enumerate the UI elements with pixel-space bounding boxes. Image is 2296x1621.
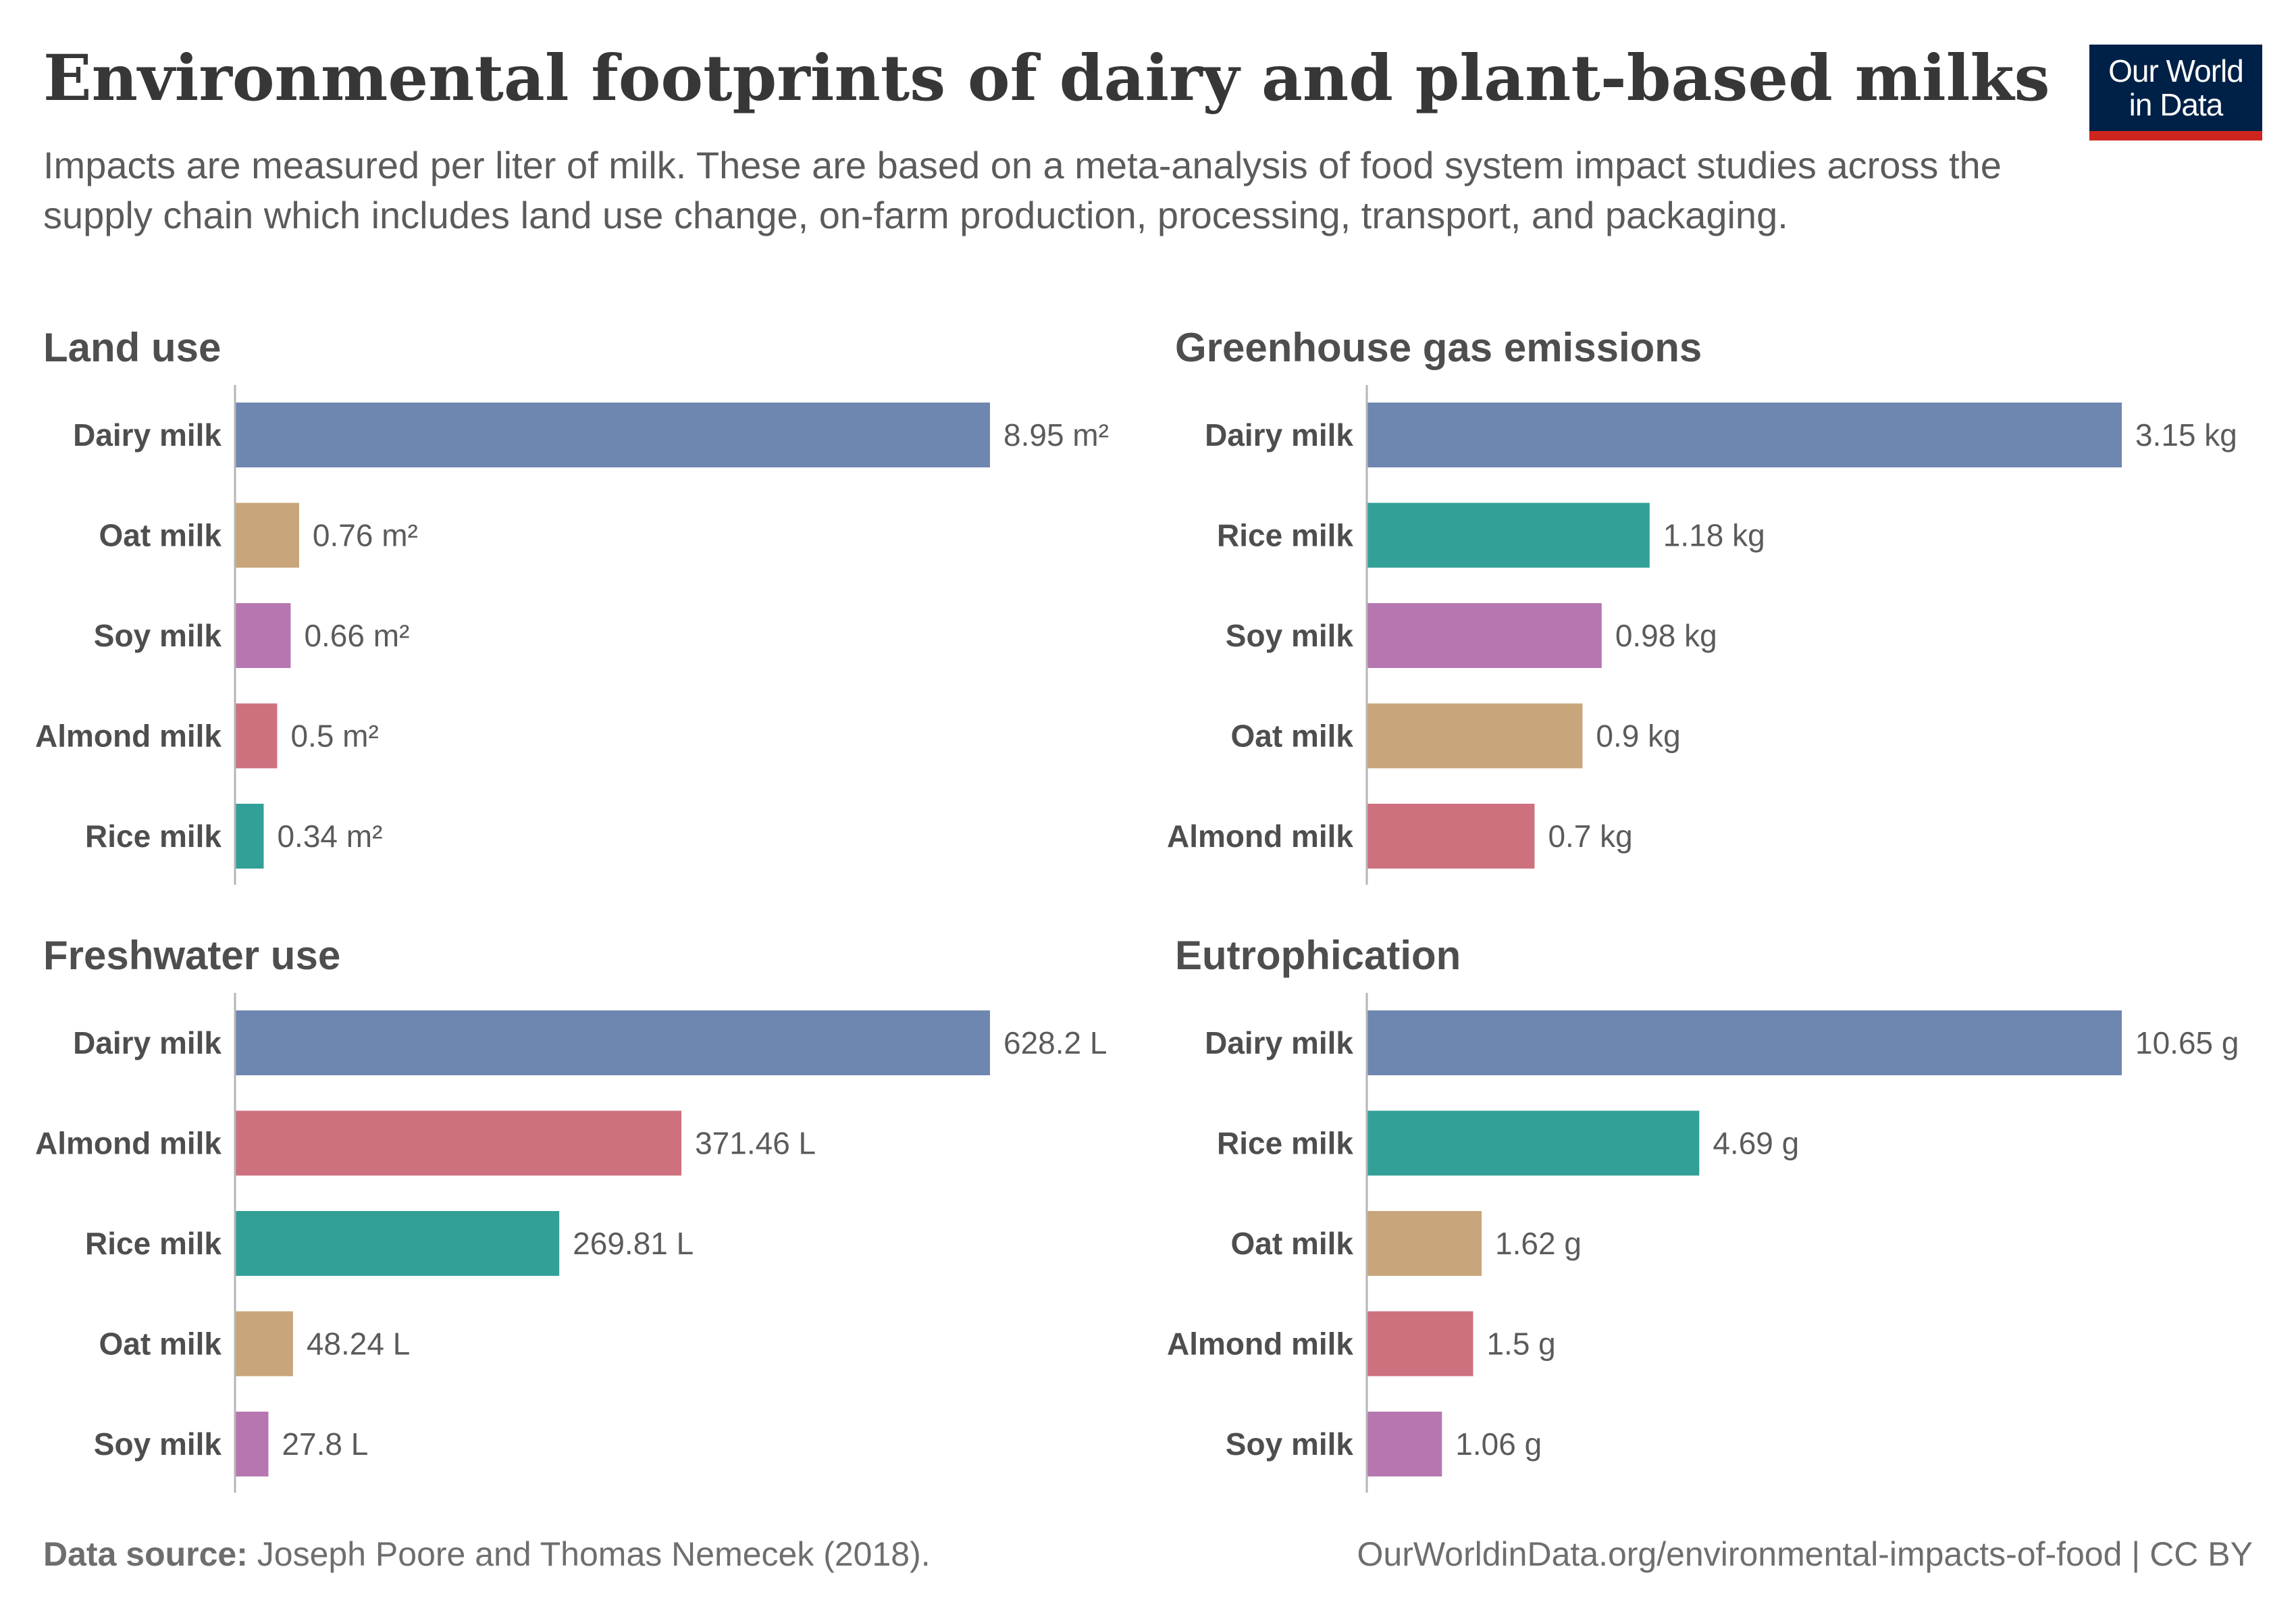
bar[interactable]: [235, 603, 291, 668]
bar[interactable]: [235, 1412, 269, 1476]
panel-freshwater-use: Freshwater use Dairy milk 628.2 L Almond m…: [0, 932, 1148, 1499]
chart-title: Environmental footprints of dairy and pl…: [43, 41, 2050, 115]
bar[interactable]: [235, 1010, 990, 1075]
value-label: 0.34 m²: [277, 819, 382, 854]
data-source: Data source: Joseph Poore and Thomas Nem…: [43, 1535, 931, 1574]
category-label: Soy milk: [1226, 618, 1354, 653]
panel-eutrophication: Eutrophication Dairy milk 10.65 g Rice mil…: [1132, 932, 2280, 1499]
bar[interactable]: [1367, 403, 2122, 467]
value-label: 3.15 kg: [2135, 417, 2237, 453]
category-label: Almond milk: [35, 719, 221, 754]
bar[interactable]: [235, 703, 278, 769]
chart-subtitle: Impacts are measured per liter of milk. …: [43, 144, 2002, 236]
value-label: 1.62 g: [1495, 1226, 1582, 1261]
bar[interactable]: [235, 403, 990, 467]
panel-land-use: Land use Dairy milk 8.95 m² Oat milk 0.76 m…: [0, 324, 1148, 892]
category-label: Almond milk: [35, 1126, 221, 1161]
bar-chart: Dairy milk 10.65 g Rice milk 4.69 g Oat milk…: [1167, 993, 2239, 1493]
bar-chart: Dairy milk 8.95 m² Oat milk 0.76 m² Soy milk…: [35, 385, 1109, 885]
category-label: Rice milk: [85, 819, 221, 854]
bar[interactable]: [1367, 1211, 1482, 1276]
value-label: 269.81 L: [573, 1226, 694, 1261]
data-source-text[interactable]: Joseph Poore and Thomas Nemecek (2018).: [257, 1535, 931, 1573]
value-label: 1.5 g: [1486, 1327, 1555, 1362]
value-label: 1.06 g: [1455, 1426, 1542, 1462]
category-label: Rice milk: [85, 1226, 221, 1261]
category-label: Dairy milk: [1205, 1025, 1353, 1060]
category-label: Rice milk: [1217, 1126, 1353, 1161]
panel-title: Greenhouse gas emissions: [1175, 325, 1702, 370]
value-label: 27.8 L: [282, 1426, 368, 1462]
value-label: 48.24 L: [307, 1327, 410, 1362]
panel-greenhouse-gas-emissions: Greenhouse gas emissions Dairy milk 3.15 …: [1132, 324, 2280, 892]
category-label: Rice milk: [1217, 518, 1353, 553]
bar[interactable]: [1367, 703, 1583, 769]
category-label: Soy milk: [94, 618, 222, 653]
value-label: 0.66 m²: [304, 618, 409, 653]
url-license[interactable]: OurWorldinData.org/environmental-impacts…: [1357, 1535, 2253, 1573]
bar[interactable]: [235, 804, 264, 869]
bar[interactable]: [235, 1311, 293, 1376]
panel-title: Land use: [43, 325, 221, 370]
category-label: Oat milk: [1230, 719, 1353, 754]
value-label: 8.95 m²: [1003, 417, 1109, 453]
value-label: 0.7 kg: [1548, 819, 1632, 854]
bar[interactable]: [1367, 1010, 2122, 1075]
bar[interactable]: [1367, 1412, 1442, 1476]
bar[interactable]: [235, 1110, 682, 1176]
logo-line-2: in Data: [2129, 87, 2224, 122]
bar-chart: Dairy milk 3.15 kg Rice milk 1.18 kg Soy mil…: [1167, 385, 2237, 885]
bar-chart: Dairy milk 628.2 L Almond milk 371.46 L Rice…: [35, 993, 1107, 1493]
value-label: 0.5 m²: [290, 719, 378, 754]
category-label: Soy milk: [94, 1426, 222, 1462]
data-source-label: Data source:: [43, 1535, 248, 1573]
bar[interactable]: [1367, 1110, 1700, 1176]
value-label: 628.2 L: [1003, 1025, 1107, 1060]
value-label: 371.46 L: [695, 1126, 816, 1161]
value-label: 10.65 g: [2135, 1025, 2239, 1060]
value-label: 0.76 m²: [313, 518, 418, 553]
category-label: Dairy milk: [73, 417, 221, 453]
value-label: 0.98 kg: [1615, 618, 1717, 653]
category-label: Dairy milk: [73, 1025, 221, 1060]
bar[interactable]: [235, 503, 299, 568]
category-label: Dairy milk: [1205, 417, 1353, 453]
panel-title: Freshwater use: [43, 933, 341, 978]
bar[interactable]: [1367, 603, 1602, 668]
category-label: Almond milk: [1167, 819, 1353, 854]
category-label: Oat milk: [1230, 1226, 1353, 1261]
bar[interactable]: [1367, 503, 1650, 568]
category-label: Oat milk: [99, 1327, 221, 1362]
panel-title: Eutrophication: [1175, 933, 1461, 978]
category-label: Almond milk: [1167, 1327, 1353, 1362]
bar[interactable]: [1367, 1311, 1473, 1376]
bar[interactable]: [235, 1211, 560, 1276]
category-label: Oat milk: [99, 518, 221, 553]
logo-line-1: Our World: [2108, 53, 2244, 88]
bar[interactable]: [1367, 804, 1535, 869]
category-label: Soy milk: [1226, 1426, 1354, 1462]
value-label: 1.18 kg: [1663, 518, 1765, 553]
value-label: 0.9 kg: [1596, 719, 1680, 754]
owid-logo[interactable]: Our World in Data: [2089, 45, 2262, 140]
value-label: 4.69 g: [1713, 1126, 1799, 1161]
